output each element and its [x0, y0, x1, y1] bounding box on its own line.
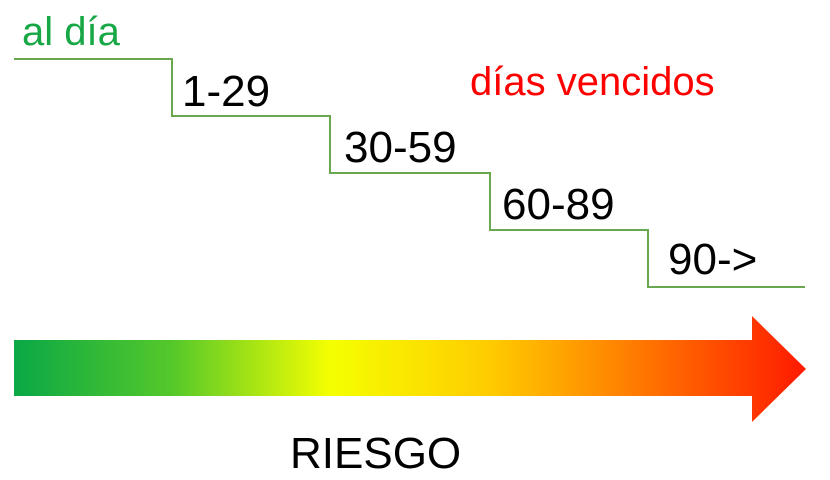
- staircase-line: [14, 58, 805, 288]
- overdue-days-caption: días vencidos: [470, 60, 715, 104]
- bucket-label-90-plus: 90->: [668, 235, 758, 284]
- bucket-label-60-89: 60-89: [502, 180, 615, 229]
- risk-gradient-arrow: [14, 316, 806, 422]
- bucket-label-1-29: 1-29: [182, 67, 271, 116]
- risk-label: RIESGO: [290, 429, 462, 478]
- bucket-label-30-59: 30-59: [344, 123, 457, 172]
- status-current-label: al día: [22, 10, 120, 54]
